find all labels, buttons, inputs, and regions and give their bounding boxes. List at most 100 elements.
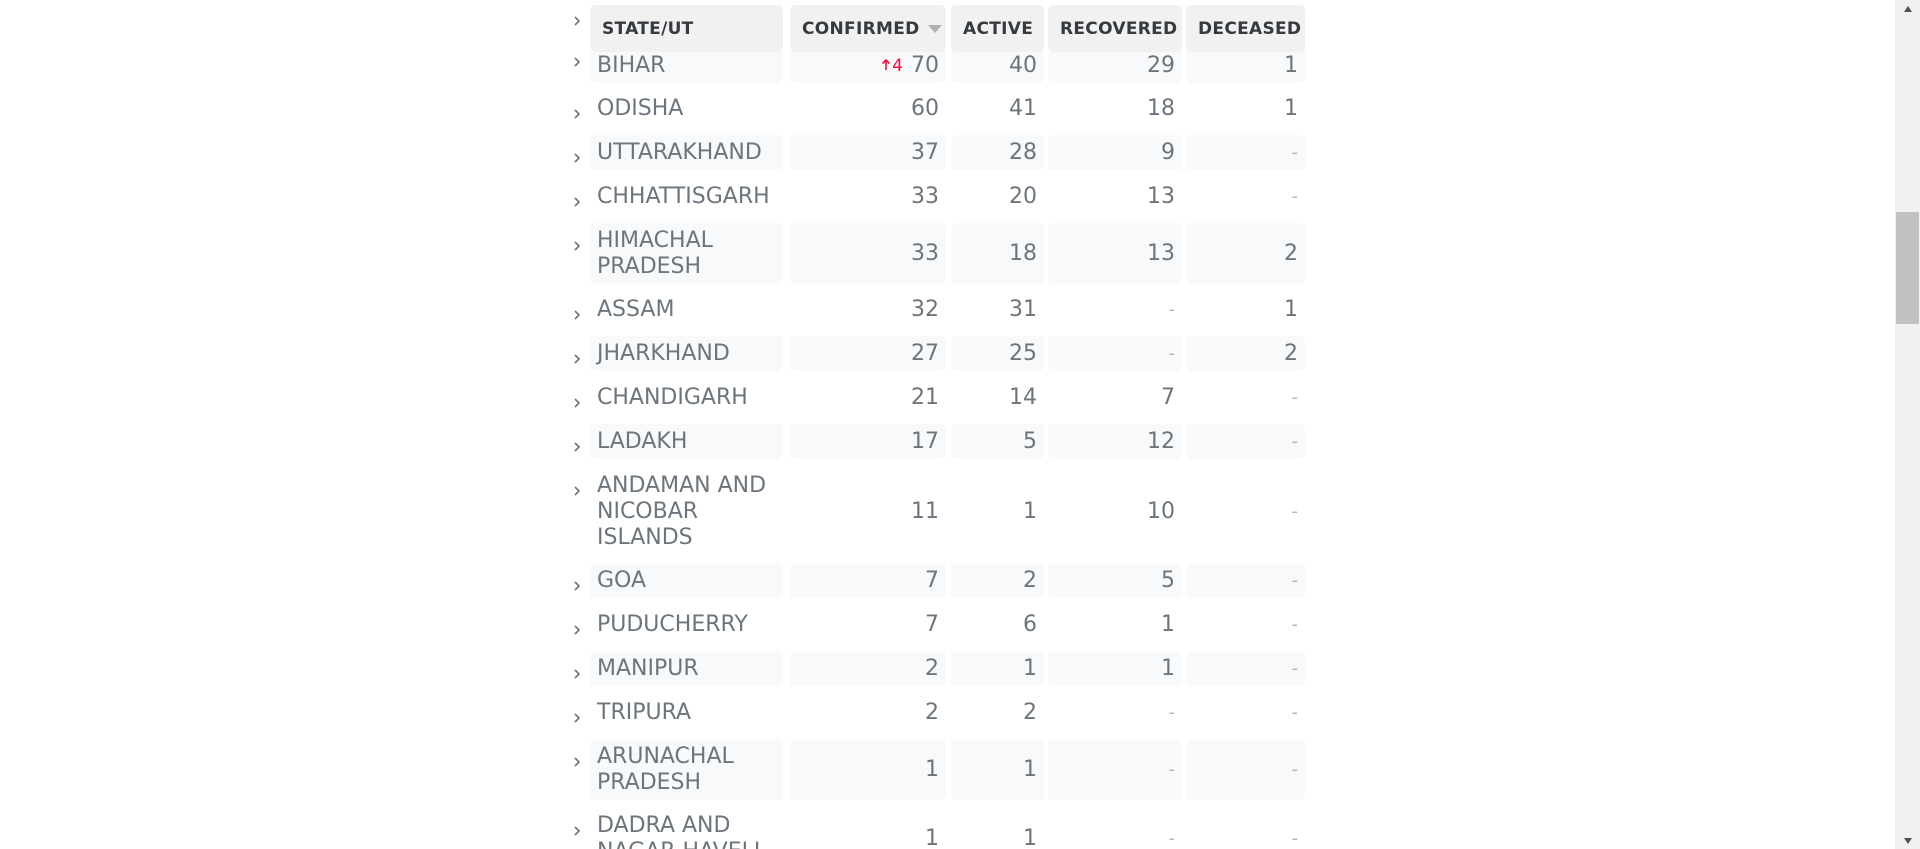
deceased-cell: - [1186, 695, 1305, 730]
expand-chevron-icon[interactable] [567, 620, 587, 640]
scrollbar-thumb[interactable] [1896, 212, 1919, 324]
header-state[interactable]: STATE/UT [590, 5, 783, 52]
expand-chevron-icon[interactable] [567, 236, 587, 256]
confirmed-value: 2 [925, 656, 939, 681]
expand-chevron-icon[interactable] [567, 52, 587, 72]
recovered-cell: - [1048, 695, 1182, 730]
expand-chevron-icon[interactable] [567, 349, 587, 369]
header-confirmed[interactable]: CONFIRMED [790, 5, 946, 52]
deceased-cell: - [1186, 563, 1305, 598]
header-recovered[interactable]: RECOVERED [1048, 5, 1182, 52]
recovered-value: 1 [1161, 612, 1175, 637]
deceased-cell: - [1186, 424, 1305, 459]
table-header-row: STATE/UT CONFIRMED ACTIVE RECOVERED DECE… [567, 5, 1305, 52]
recovered-value: 12 [1147, 429, 1175, 454]
confirmed-delta: 4 [881, 56, 903, 76]
scroll-down-arrow-icon[interactable] [1895, 832, 1920, 849]
confirmed-cell: 1 [790, 739, 946, 800]
table-row[interactable]: LADAKH 17 5 12 - [567, 424, 1305, 459]
expand-chevron-icon[interactable] [567, 437, 587, 457]
state-value: TRIPURA [597, 699, 692, 725]
active-cell: 2 [951, 695, 1044, 730]
deceased-value: - [1291, 142, 1299, 163]
expand-chevron-icon[interactable] [567, 481, 587, 501]
header-active[interactable]: ACTIVE [951, 5, 1044, 52]
confirmed-cell: 27 [790, 336, 946, 371]
table-row[interactable]: TRIPURA 2 2 - - [567, 695, 1305, 730]
recovered-value: 13 [1147, 184, 1175, 209]
state-name-cell: BIHAR [590, 48, 783, 83]
recovered-cell: - [1048, 739, 1182, 800]
confirmed-cell: 33 [790, 179, 946, 214]
table-row[interactable]: DADRA AND NAGAR HAVELI 1 1 - - [567, 808, 1305, 849]
active-cell: 14 [951, 380, 1044, 415]
expand-chevron-icon[interactable] [567, 576, 587, 596]
expand-chevron-icon[interactable] [567, 708, 587, 728]
state-name-cell: DADRA AND NAGAR HAVELI [590, 808, 783, 849]
state-value: DADRA AND NAGAR HAVELI [597, 812, 760, 849]
deceased-cell: 1 [1186, 292, 1305, 327]
expand-chevron-icon[interactable] [567, 104, 587, 124]
table-row[interactable]: PUDUCHERRY 7 6 1 - [567, 607, 1305, 642]
active-cell: 40 [951, 48, 1044, 83]
deceased-value: 1 [1284, 53, 1298, 78]
header-active-label: ACTIVE [963, 18, 1034, 39]
table-row[interactable]: CHHATTISGARH 33 20 13 - [567, 179, 1305, 214]
state-value: UTTARAKHAND [597, 139, 762, 165]
header-deceased[interactable]: DECEASED [1186, 5, 1305, 52]
table-row[interactable]: MANIPUR 2 1 1 - [567, 651, 1305, 686]
table-row[interactable]: ASSAM 32 31 - 1 [567, 292, 1305, 327]
active-value: 1 [1023, 826, 1037, 849]
confirmed-cell: 37 [790, 135, 946, 170]
vertical-scrollbar[interactable] [1895, 0, 1920, 849]
recovered-value: - [1168, 759, 1176, 780]
table-row[interactable]: JHARKHAND 27 25 - 2 [567, 336, 1305, 371]
deceased-cell: 1 [1186, 48, 1305, 83]
table-row[interactable]: BIHAR 4 70 40 29 1 [567, 48, 1305, 83]
table-row[interactable]: UTTARAKHAND 37 28 9 - [567, 135, 1305, 170]
deceased-cell: - [1186, 808, 1305, 849]
confirmed-value: 7 [925, 568, 939, 593]
table-row[interactable]: ODISHA 60 41 18 1 [567, 91, 1305, 126]
table-row[interactable]: HIMACHAL PRADESH 33 18 13 2 [567, 223, 1305, 284]
header-deceased-label: DECEASED [1198, 18, 1302, 39]
table-row[interactable]: ARUNACHAL PRADESH 1 1 - - [567, 739, 1305, 800]
expand-chevron-icon[interactable] [567, 192, 587, 212]
recovered-value: 1 [1161, 656, 1175, 681]
confirmed-cell: 60 [790, 91, 946, 126]
active-cell: 25 [951, 336, 1044, 371]
confirmed-value: 7 [925, 612, 939, 637]
confirmed-cell: 7 [790, 563, 946, 598]
recovered-value: - [1168, 299, 1176, 320]
confirmed-value: 60 [911, 96, 939, 121]
active-value: 20 [1009, 184, 1037, 209]
recovered-value: 29 [1147, 53, 1175, 78]
active-cell: 2 [951, 563, 1044, 598]
recovered-value: 18 [1147, 96, 1175, 121]
recovered-cell: 5 [1048, 563, 1182, 598]
expand-all-chevron-icon[interactable] [567, 11, 587, 31]
table-row[interactable]: GOA 7 2 5 - [567, 563, 1305, 598]
confirmed-value: 11 [911, 499, 939, 524]
recovered-cell: - [1048, 292, 1182, 327]
table-row[interactable]: ANDAMAN AND NICOBAR ISLANDS 11 1 10- [567, 468, 1305, 555]
expand-chevron-icon[interactable] [567, 148, 587, 168]
recovered-cell: 7 [1048, 380, 1182, 415]
expand-chevron-icon[interactable] [567, 752, 587, 772]
active-cell: 1 [951, 651, 1044, 686]
expand-chevron-icon[interactable] [567, 393, 587, 413]
expand-chevron-icon[interactable] [567, 305, 587, 325]
scroll-up-arrow-icon[interactable] [1895, 0, 1920, 17]
deceased-cell: 1 [1186, 91, 1305, 126]
active-value: 28 [1009, 140, 1037, 165]
expand-chevron-icon[interactable] [567, 821, 587, 841]
confirmed-delta-value: 4 [892, 55, 903, 76]
table-row[interactable]: CHANDIGARH 21 14 7 - [567, 380, 1305, 415]
state-value: MANIPUR [597, 655, 699, 681]
recovered-value: - [1168, 702, 1176, 723]
state-value: CHHATTISGARH [597, 183, 770, 209]
deceased-cell: - [1186, 739, 1305, 800]
expand-chevron-icon[interactable] [567, 664, 587, 684]
state-name-cell: GOA [590, 563, 783, 598]
recovered-value: 7 [1161, 385, 1175, 410]
